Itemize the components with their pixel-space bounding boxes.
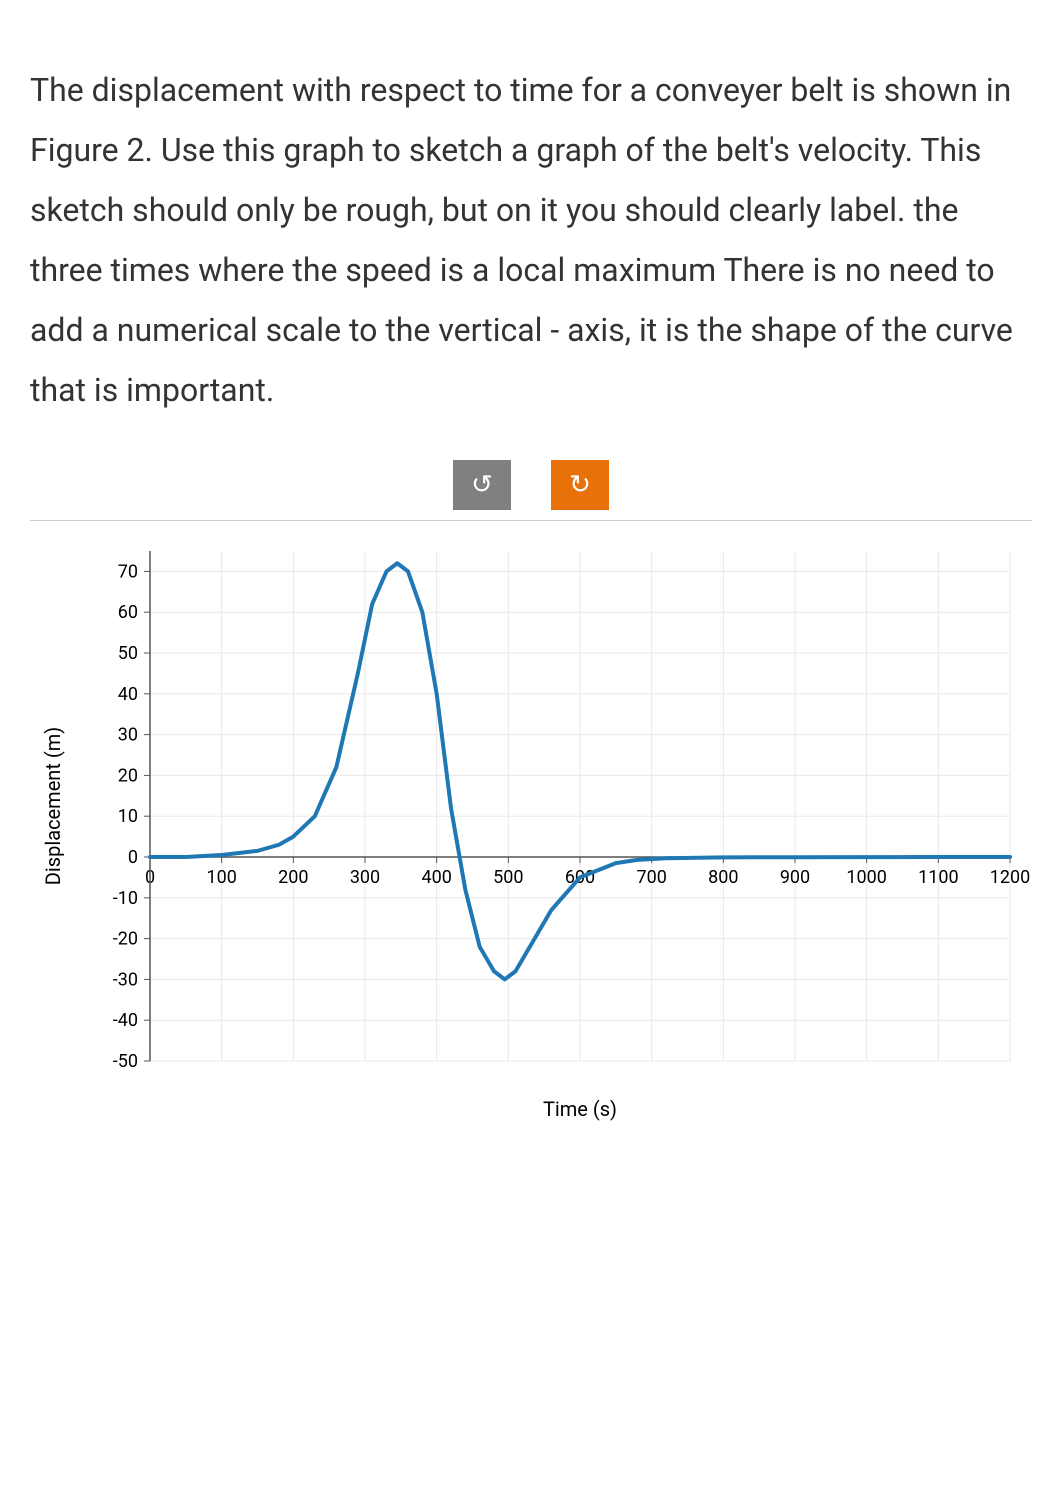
svg-text:800: 800	[708, 867, 738, 888]
svg-text:100: 100	[206, 867, 236, 888]
svg-text:30: 30	[118, 725, 138, 746]
svg-text:1000: 1000	[846, 867, 886, 888]
svg-text:300: 300	[350, 867, 380, 888]
svg-text:Time (s): Time (s)	[543, 1097, 617, 1121]
svg-text:40: 40	[118, 684, 138, 705]
svg-text:-20: -20	[113, 929, 138, 950]
redo-button[interactable]: ↻	[551, 460, 609, 510]
displacement-chart: -50 -40 -30 -20 -10 0 10 20 30 40 50 60 700 100 200 300…	[30, 531, 1030, 1131]
svg-text:0: 0	[128, 847, 138, 868]
svg-text:400: 400	[421, 867, 451, 888]
svg-text:Displacement (m): Displacement (m)	[41, 727, 65, 885]
svg-text:900: 900	[780, 867, 810, 888]
svg-text:-30: -30	[113, 969, 138, 990]
svg-text:70: 70	[118, 561, 138, 582]
divider	[30, 520, 1032, 521]
svg-text:20: 20	[118, 765, 138, 786]
question-text: The displacement with respect to time fo…	[30, 60, 1032, 420]
svg-text:1200: 1200	[990, 867, 1030, 888]
svg-text:500: 500	[493, 867, 523, 888]
svg-text:200: 200	[278, 867, 308, 888]
svg-text:-50: -50	[113, 1051, 138, 1072]
svg-text:700: 700	[636, 867, 666, 888]
svg-text:60: 60	[118, 602, 138, 623]
action-bar: ↺ ↻	[30, 460, 1032, 510]
undo-button[interactable]: ↺	[453, 460, 511, 510]
svg-text:10: 10	[118, 806, 138, 827]
svg-text:-40: -40	[113, 1010, 138, 1031]
svg-text:-10: -10	[113, 888, 138, 909]
svg-text:50: 50	[118, 643, 138, 664]
svg-text:1100: 1100	[918, 867, 958, 888]
